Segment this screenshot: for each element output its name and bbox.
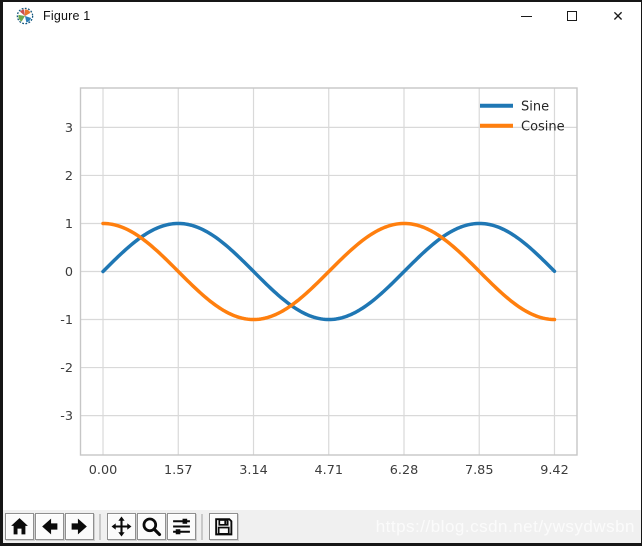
toolbar-separator: [201, 513, 203, 540]
y-tick-label: -1: [60, 313, 73, 328]
home-button[interactable]: [5, 513, 34, 540]
minimize-icon: [520, 15, 532, 17]
minimize-button[interactable]: [503, 2, 549, 30]
arrow-left-icon: [42, 518, 58, 535]
forward-button[interactable]: [65, 513, 94, 540]
move-arrows-icon: [111, 516, 132, 537]
y-tick-label: 1: [65, 217, 73, 232]
x-tick-label: 1.57: [164, 463, 193, 478]
legend-label-sine: Sine: [521, 99, 549, 114]
x-tick-label: 4.71: [315, 463, 344, 478]
y-tick-label: 0: [65, 265, 73, 280]
x-tick-label: 6.28: [390, 463, 419, 478]
close-icon: ✕: [612, 8, 624, 24]
back-button[interactable]: [35, 513, 64, 540]
x-tick-label: 7.85: [465, 463, 494, 478]
toolbar-separator: [99, 513, 101, 540]
zoom-button[interactable]: [137, 513, 166, 540]
sliders-icon: [173, 518, 190, 535]
home-icon: [11, 518, 28, 535]
titlebar[interactable]: Figure 1 ✕: [3, 2, 641, 30]
close-button[interactable]: ✕: [595, 2, 641, 30]
x-tick-label: 9.42: [540, 463, 569, 478]
y-tick-label: -3: [60, 409, 73, 424]
maximize-button[interactable]: [549, 2, 595, 30]
y-tick-label: 2: [65, 169, 73, 184]
window-border-top: [0, 0, 642, 2]
x-tick-label: 3.14: [239, 463, 268, 478]
y-tick-label: -2: [60, 361, 73, 376]
navigation-toolbar: https://blog.csdn.net/ywsydwsbn: [3, 510, 641, 543]
curve-cosine: [101, 221, 557, 322]
figure-canvas[interactable]: 0.00 1.57 3.14 4.71 6.28 7.85 9.42 3 2 1 0 -1 -2 -3 Si…: [3, 30, 641, 510]
pan-button[interactable]: [107, 513, 136, 540]
window-border-left: [0, 0, 3, 546]
watermark-text: https://blog.csdn.net/ywsydwsbn: [375, 517, 635, 536]
plot-area[interactable]: 0.00 1.57 3.14 4.71 6.28 7.85 9.42 3 2 1 0 -1 -2 -3 Si…: [0, 30, 642, 510]
floppy-disk-icon: [215, 518, 233, 536]
matplotlib-logo-icon: [16, 7, 34, 25]
window-border-bottom: [0, 543, 642, 546]
subplots-button[interactable]: [167, 513, 196, 540]
x-tick-label: 0.00: [89, 463, 118, 478]
y-tick-label: 3: [65, 121, 73, 136]
arrow-right-icon: [71, 518, 87, 535]
magnifier-icon: [142, 517, 162, 537]
legend-label-cosine: Cosine: [521, 119, 565, 134]
save-button[interactable]: [209, 513, 238, 540]
maximize-icon: [567, 11, 577, 21]
curve-sine: [101, 221, 557, 322]
window-title: Figure 1: [43, 9, 91, 23]
axes-spines: [79, 87, 578, 456]
